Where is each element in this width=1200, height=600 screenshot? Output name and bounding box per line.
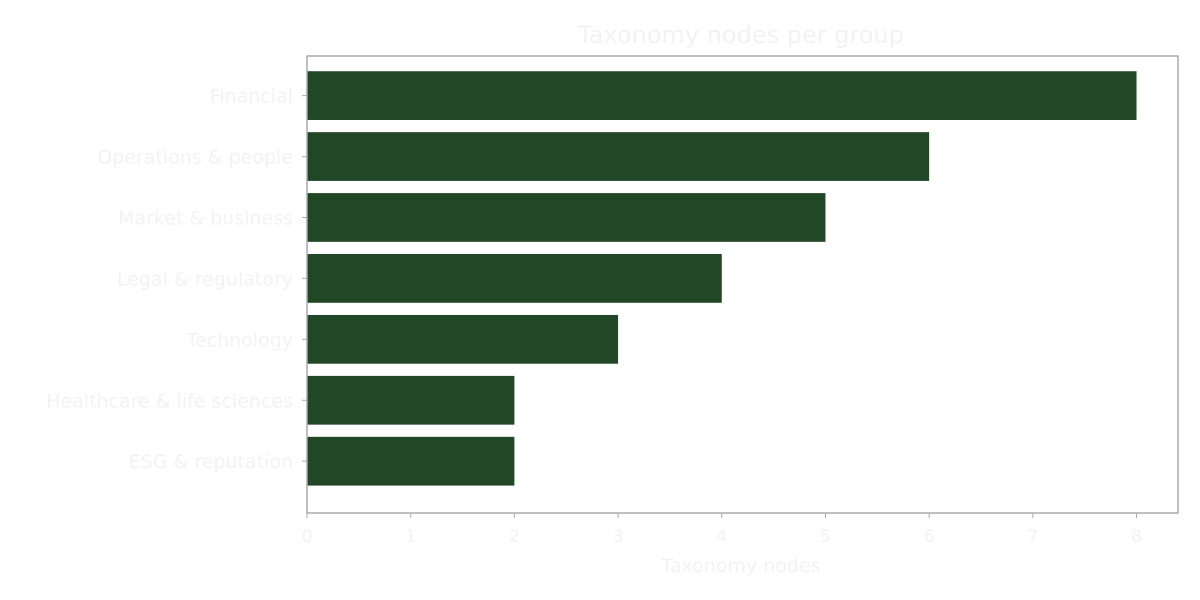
bar-2 <box>307 132 930 181</box>
x-tick-label-2: 2 <box>509 527 520 547</box>
bar-1 <box>307 71 1137 120</box>
x-axis-label: Taxonomy nodes <box>660 555 820 577</box>
chart-title: Taxonomy nodes per group <box>577 21 904 49</box>
bar-6 <box>307 375 515 425</box>
x-tick-label-6: 6 <box>924 527 935 547</box>
category-label-3: Market & business <box>118 207 293 229</box>
ticks-layer <box>302 95 1138 518</box>
category-label-6: Healthcare & life sciences <box>46 390 293 412</box>
bar-3 <box>307 193 826 242</box>
x-tick-label-7: 7 <box>1027 527 1038 547</box>
bar-4 <box>307 254 722 303</box>
category-label-1: Financial <box>210 86 293 108</box>
x-tick-label-8: 8 <box>1131 527 1142 547</box>
bars-layer <box>307 71 1137 486</box>
labels-layer: Financial Operations & people Market & bus… <box>46 86 1142 547</box>
x-tick-label-3: 3 <box>613 527 624 547</box>
category-label-2: Operations & people <box>97 147 293 169</box>
x-tick-label-5: 5 <box>820 527 831 547</box>
bar-7 <box>307 436 515 486</box>
x-tick-label-4: 4 <box>716 527 727 547</box>
x-tick-label-1: 1 <box>405 527 416 547</box>
plot-frame <box>306 55 1179 514</box>
category-label-4: Legal & regulatory <box>117 268 293 290</box>
x-tick-label-0: 0 <box>302 527 313 547</box>
category-label-7: ESG & reputation <box>129 451 293 473</box>
bar-5 <box>307 314 619 364</box>
category-label-5: Technology <box>186 329 293 351</box>
